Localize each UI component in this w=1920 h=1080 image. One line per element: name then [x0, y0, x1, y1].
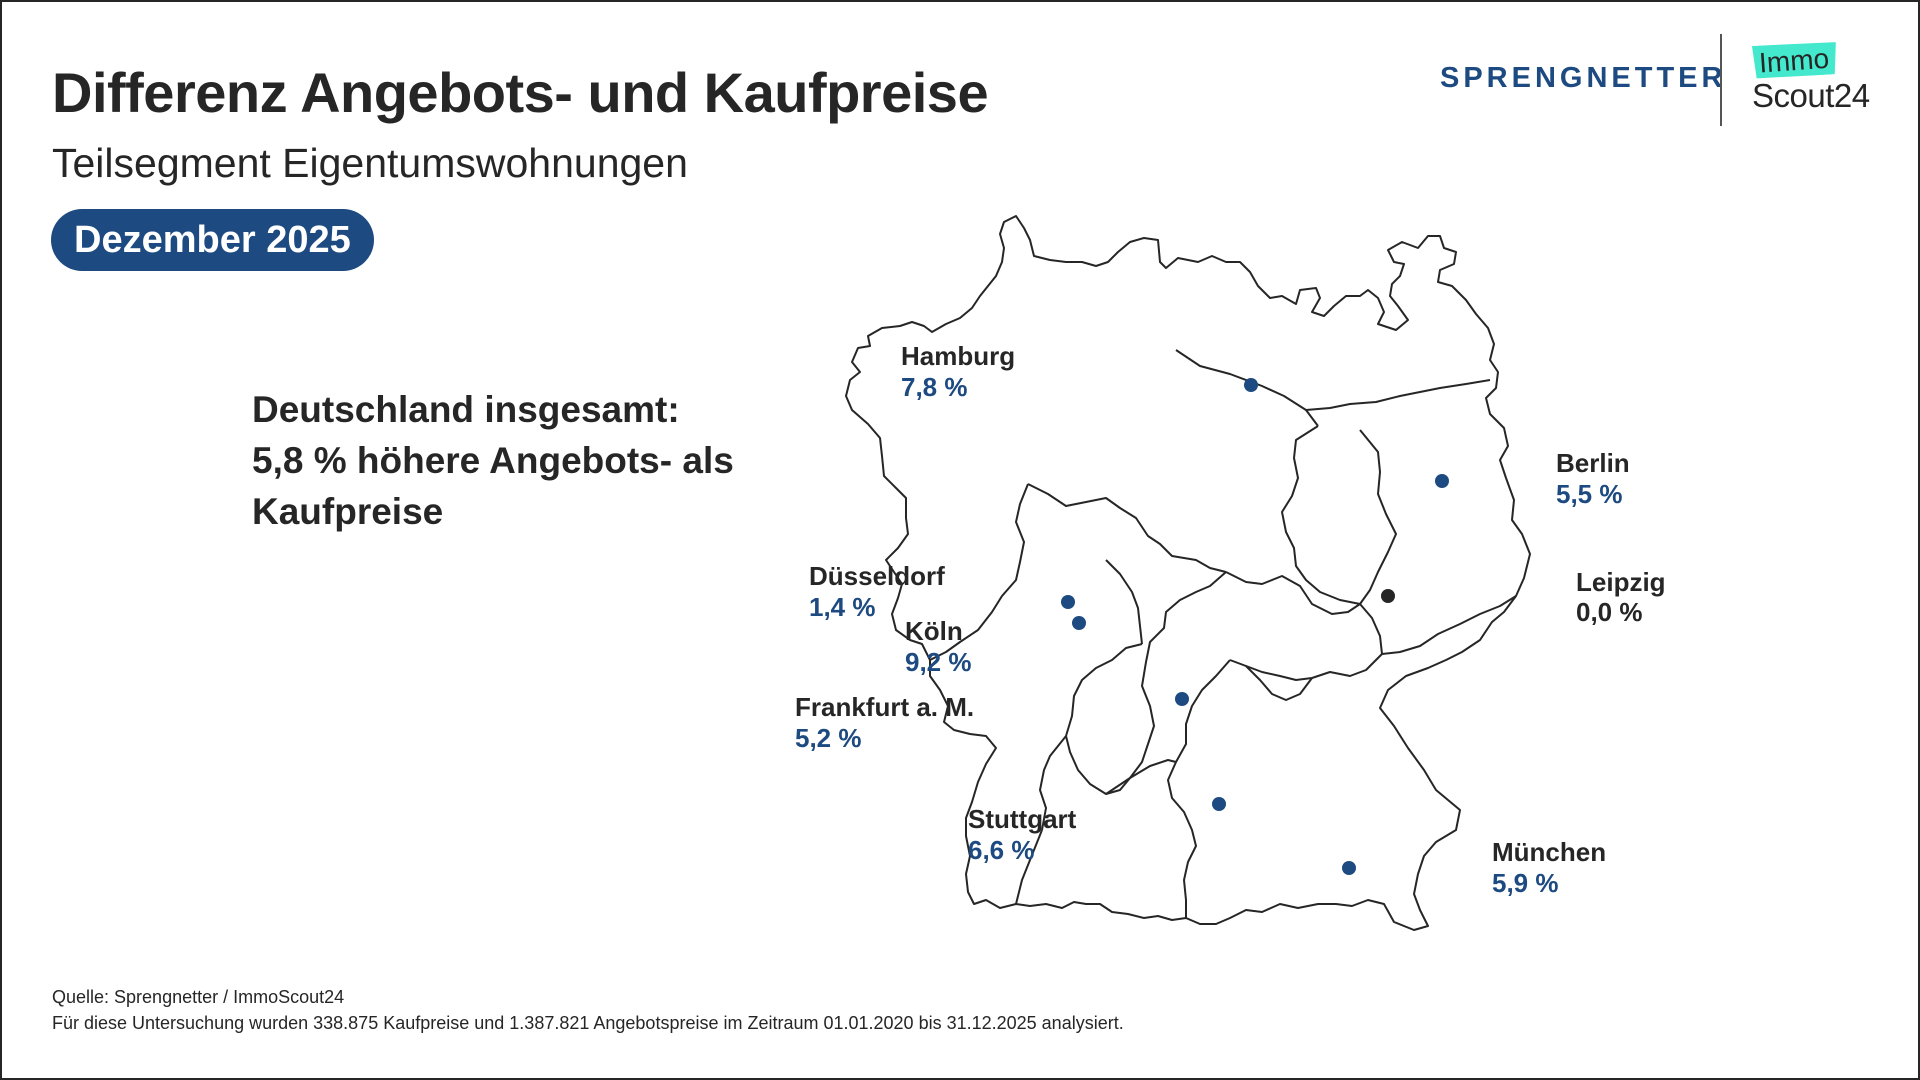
city-labels: Hamburg 7,8 % Berlin 5,5 % Düsseldorf 1,… [795, 341, 1666, 898]
city-label-frankfurt: Frankfurt a. M. [795, 692, 974, 722]
marker-stuttgart [1212, 797, 1226, 811]
footer-note: Für diese Untersuchung wurden 338.875 Ka… [52, 1013, 1124, 1033]
border-nrw-he [1105, 559, 1143, 645]
city-value-hamburg: 7,8 % [901, 372, 968, 402]
border-bw-he [1105, 759, 1177, 795]
city-value-berlin: 5,5 % [1556, 479, 1623, 509]
page-title: Differenz Angebots- und Kaufpreise [52, 61, 989, 124]
city-label-muenchen: München [1492, 837, 1606, 867]
city-label-hamburg: Hamburg [901, 341, 1015, 371]
logo-divider [1720, 34, 1722, 126]
border-sn [1381, 595, 1517, 655]
summary-text: Deutschland insgesamt: 5,8 % höhere Ange… [252, 384, 812, 537]
border-saar-2 [1015, 829, 1043, 905]
summary-line-1: Deutschland insgesamt: [252, 389, 680, 430]
border-by-north [1245, 665, 1313, 701]
marker-leipzig [1381, 589, 1395, 603]
city-value-duesseldorf: 1,4 % [809, 592, 876, 622]
city-label-duesseldorf: Düsseldorf [809, 561, 945, 591]
city-value-frankfurt: 5,2 % [795, 723, 862, 753]
footer: Quelle: Sprengnetter / ImmoScout24 Für d… [52, 984, 1124, 1036]
footer-source: Quelle: Sprengnetter / ImmoScout24 [52, 987, 345, 1007]
city-label-koeln: Köln [905, 616, 963, 646]
border-th [1225, 571, 1383, 681]
map-markers [1061, 378, 1449, 875]
city-label-berlin: Berlin [1556, 448, 1630, 478]
marker-berlin [1435, 474, 1449, 488]
country-outline [845, 215, 1531, 931]
immoscout-logo-scout: Scout24 [1752, 77, 1870, 114]
state-borders [845, 215, 1531, 931]
border-nds-nrw [1027, 483, 1227, 573]
marker-muenchen [1342, 861, 1356, 875]
marker-koeln [1072, 616, 1086, 630]
city-value-stuttgart: 6,6 % [968, 835, 1035, 865]
city-value-koeln: 9,2 % [905, 647, 972, 677]
marker-duesseldorf [1061, 595, 1075, 609]
border-st-east [1359, 429, 1397, 605]
border-st [1281, 425, 1361, 605]
city-label-leipzig: Leipzig [1576, 567, 1666, 597]
marker-frankfurt [1175, 692, 1189, 706]
sprengnetter-logo: SPRENGNETTER [1440, 62, 1727, 94]
city-label-stuttgart: Stuttgart [968, 804, 1077, 834]
page-subtitle: Teilsegment Eigentumswohnungen [52, 140, 688, 186]
border-he [1065, 571, 1227, 795]
border-bw-by [1167, 659, 1231, 918]
border-nrw-rp [929, 483, 1029, 661]
city-value-leipzig: 0,0 % [1576, 597, 1643, 627]
summary-line-3: Kaufpreise [252, 491, 444, 532]
city-value-muenchen: 5,9 % [1492, 868, 1559, 898]
border-mv [1305, 379, 1491, 411]
date-badge: Dezember 2025 [51, 209, 374, 271]
summary-line-2: 5,8 % höhere Angebots- als [252, 440, 734, 481]
border-rp [1065, 643, 1143, 737]
marker-hamburg [1244, 378, 1258, 392]
border-saar [1039, 735, 1067, 831]
